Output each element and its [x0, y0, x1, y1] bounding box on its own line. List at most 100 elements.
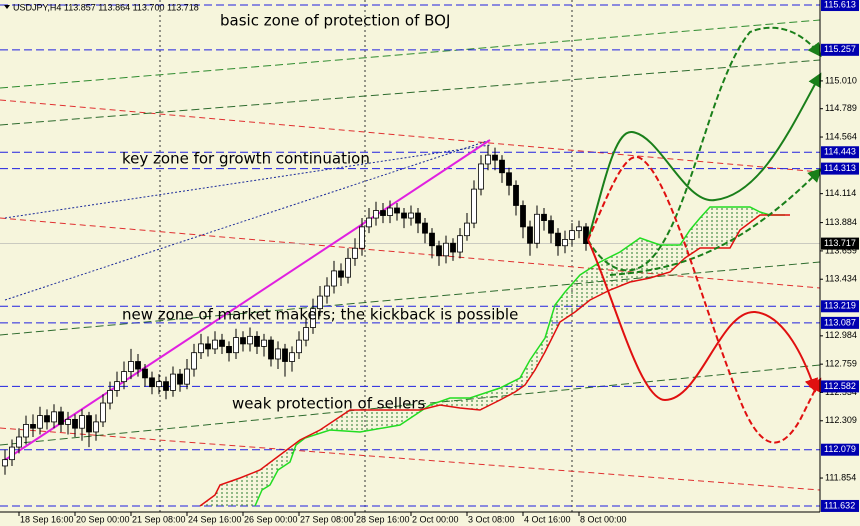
candle-body: [373, 210, 379, 219]
candle-body: [478, 163, 484, 190]
candle-body: [79, 415, 85, 429]
price-label: 113.717: [824, 238, 856, 248]
candle-body: [331, 270, 337, 287]
candle-body: [240, 337, 246, 345]
forecast-green: [587, 26, 822, 272]
candle-body: [156, 381, 162, 388]
candle-body: [163, 381, 169, 391]
candle-body: [30, 424, 36, 429]
candle-body: [170, 373, 176, 391]
candle-body: [303, 327, 309, 341]
y-tick-label: 113.659: [825, 245, 857, 255]
forecast-red: [587, 156, 822, 444]
candle-body: [366, 217, 372, 228]
candle-body: [296, 339, 302, 354]
y-tick-label: 112.309: [825, 415, 857, 425]
level-label: 115.257: [824, 44, 856, 54]
symbol-icon: [4, 5, 10, 9]
y-tick-label: 112.759: [825, 359, 857, 369]
candle-body: [44, 415, 50, 423]
senkou-a: [254, 206, 785, 507]
y-tick-label: 114.114: [825, 188, 856, 198]
x-tick-label: 21 Sep 08:00: [132, 514, 186, 524]
x-tick-label: 4 Oct 16:00: [524, 514, 571, 524]
candle-body: [72, 418, 78, 429]
candle-body: [499, 159, 505, 174]
candle-body: [324, 285, 330, 297]
level-label: 112.582: [824, 381, 856, 391]
forecast: [587, 26, 822, 444]
green-channel: [0, 364, 821, 446]
annotation: new zone of market makers; the kickback …: [122, 306, 518, 324]
candle-body: [212, 339, 218, 350]
candle-body: [121, 371, 127, 383]
level-label: 111.632: [824, 500, 855, 510]
chart-title: USDJPY,H4 113.857 113.864 113.700 113.71…: [13, 2, 199, 12]
level-box: [821, 146, 859, 159]
annotation: basic zone of protection of BOJ: [220, 12, 450, 30]
level-box: [821, 300, 859, 313]
red-channel: [0, 99, 821, 173]
candle-body: [338, 270, 344, 278]
blue-trend: [4, 139, 491, 301]
x-tick-label: 18 Sep 16:00: [20, 514, 74, 524]
level-box: [821, 380, 859, 393]
y-tick-label: 114.564: [825, 131, 857, 141]
candle-body: [485, 154, 491, 165]
candle-body: [387, 207, 393, 216]
trend-lines: [0, 19, 821, 491]
x-tick-label: 28 Sep 16:00: [356, 514, 410, 524]
candle-body: [443, 242, 449, 257]
candle-body: [51, 411, 57, 423]
level-box: [821, 0, 859, 12]
candle-body: [100, 402, 106, 423]
candle-body: [408, 212, 414, 219]
level-label: 113.219: [824, 301, 856, 311]
candle-body: [415, 212, 421, 224]
level-box: [821, 43, 859, 56]
candle-body: [226, 346, 232, 354]
candle-body: [317, 295, 323, 310]
candle-body: [450, 242, 456, 253]
candle-body: [359, 226, 365, 249]
x-tick-label: 3 Oct 08:00: [468, 514, 515, 524]
candle-body: [191, 352, 197, 370]
candle-body: [149, 377, 155, 388]
forecast-red: [587, 239, 819, 402]
candle-body: [9, 446, 15, 461]
candle-body: [247, 335, 253, 345]
level-box: [821, 499, 859, 512]
level-label: 114.443: [824, 147, 856, 157]
annotation: key zone for growth continuation: [122, 150, 370, 168]
candle-body: [128, 361, 134, 372]
green-channel: [0, 19, 821, 89]
candle-body: [457, 235, 463, 253]
candle-body: [345, 257, 351, 278]
candle-body: [429, 232, 435, 247]
level-box: [821, 443, 859, 456]
candle-body: [520, 205, 526, 228]
y-tick-label: 113.884: [825, 217, 857, 227]
green-channel: [0, 59, 821, 126]
magenta-trend: [4, 139, 491, 461]
candle-body: [233, 337, 239, 354]
candle-body: [464, 222, 470, 237]
x-tick-label: 20 Sep 00:00: [76, 514, 130, 524]
candle-body: [177, 373, 183, 385]
axes: 115.010 114.789 114.564 114.114 113.884 113.6…: [18, 0, 859, 524]
y-tick-label: 111.854: [825, 472, 856, 482]
candle-body: [436, 245, 442, 257]
level-label: 113.087: [824, 317, 856, 327]
candle-body: [2, 459, 8, 467]
y-tick-label: 112.984: [825, 330, 857, 340]
candle-body: [107, 390, 113, 404]
candle-body: [58, 411, 64, 425]
candle-body: [23, 424, 29, 438]
candle-body: [401, 212, 407, 219]
blue-trend: [4, 144, 491, 219]
candle-body: [471, 188, 477, 224]
candle-body: [492, 154, 498, 161]
candle-body: [275, 348, 281, 360]
